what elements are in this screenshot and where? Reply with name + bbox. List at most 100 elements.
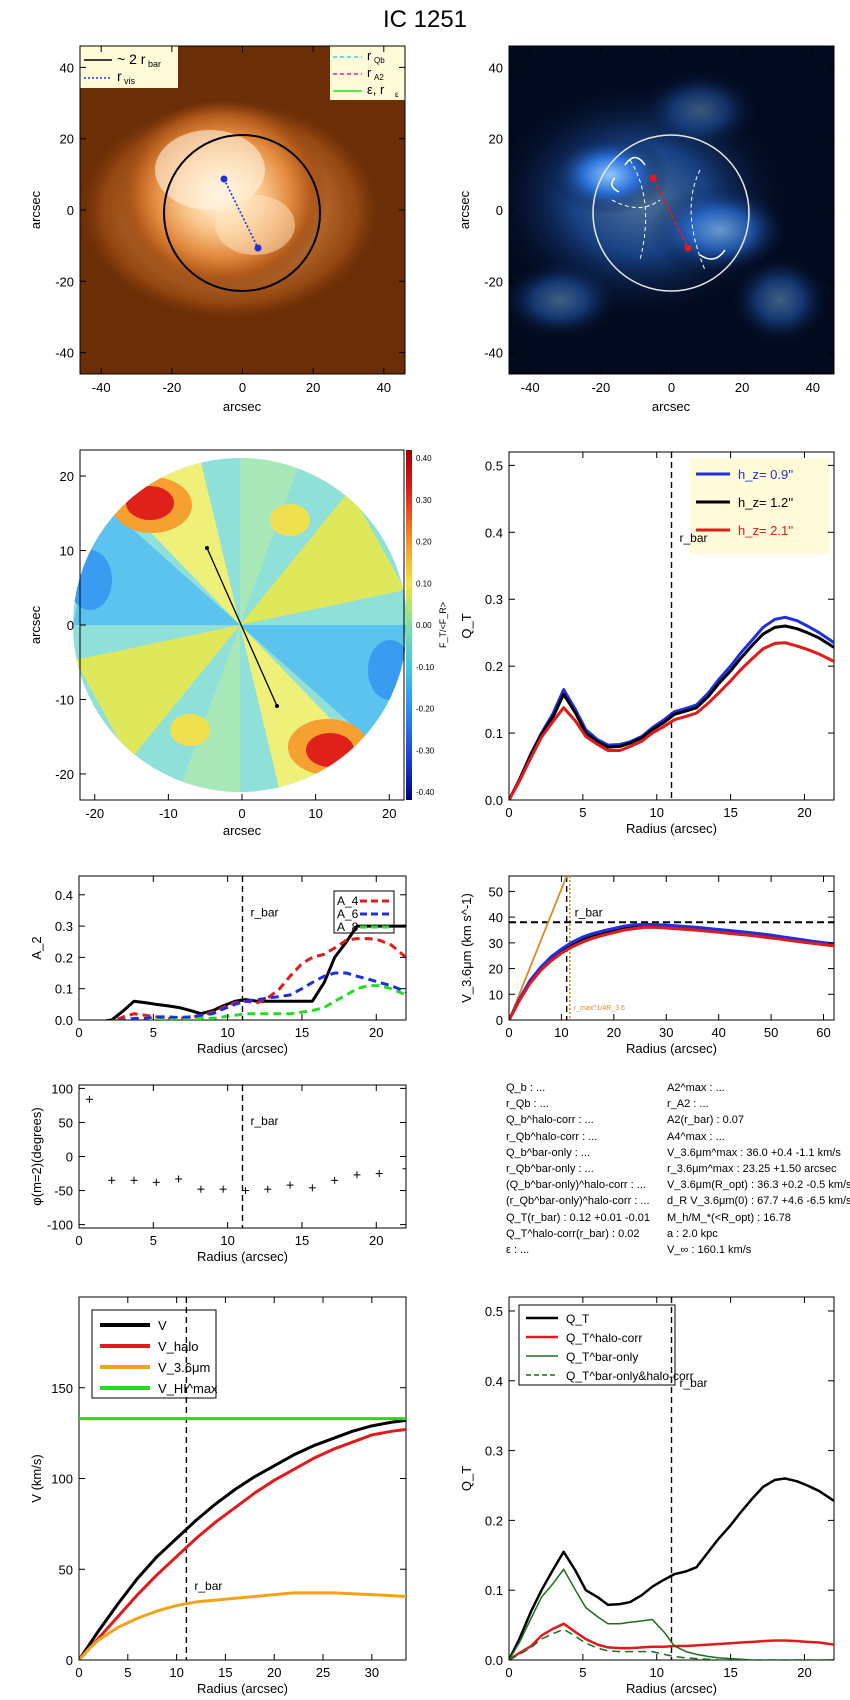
y-tick-label: -100 <box>47 1218 73 1233</box>
series-line <box>112 971 406 1020</box>
bar-radius-circle <box>163 134 321 292</box>
series-line <box>509 1628 834 1660</box>
x-tick-label: -20 <box>85 806 104 821</box>
x-tick-label: 0 <box>668 380 675 395</box>
x-tick-label: 20 <box>797 805 811 820</box>
series-line <box>79 1591 406 1660</box>
legend-label: Q_T^halo-corr <box>566 1331 642 1345</box>
x-tick-label: 5 <box>579 1665 586 1680</box>
x-tick-label: 30 <box>365 1665 379 1680</box>
x-tick-label: 10 <box>554 1025 568 1040</box>
plot-area <box>85 1085 406 1228</box>
y-tick-label: 100 <box>51 1472 73 1487</box>
plot-area <box>509 1297 834 1660</box>
x-tick-label: 30 <box>659 1025 673 1040</box>
x-tick-label: 20 <box>369 1233 383 1248</box>
x-tick-label: 5 <box>124 1665 131 1680</box>
x-tick-label: 10 <box>649 805 663 820</box>
param-line: A4^max : ... <box>667 1130 725 1143</box>
x-tick-label: 15 <box>723 1665 737 1680</box>
x-tick-label: -20 <box>591 380 610 395</box>
y-tick-label: 0.0 <box>485 1653 503 1668</box>
series-line <box>101 924 406 1020</box>
y-tick-label: 40 <box>489 910 503 925</box>
series-line <box>509 1568 834 1660</box>
bar-axis-line <box>652 177 689 249</box>
y-tick-label: 20 <box>60 469 74 484</box>
chart-qt-halo: 0 5 10 15 20 0.0 0.1 0.2 0.3 0.4 0.5 Radius (arcsec… <box>459 1296 835 1696</box>
x-tick-label: 20 <box>382 806 396 821</box>
x-tick-label: 20 <box>797 1665 811 1680</box>
y-tick-label: 40 <box>489 60 503 75</box>
colorbar-tick-label: -0.40 <box>416 788 435 797</box>
series-line <box>509 615 834 800</box>
chart-a2: 0 5 10 15 20 0.0 0.1 0.2 0.3 0.4 Radius (arcsec) A_… <box>29 875 407 1056</box>
force-ratio-disk <box>73 458 407 792</box>
x-tick-label: 25 <box>316 1665 330 1680</box>
chart-qt-hz: 0 5 10 15 20 0.0 0.1 0.2 0.3 0.4 0.5 Radius (arcsec… <box>459 451 835 836</box>
panel1-xlabel: arcsec <box>223 399 262 414</box>
x-axis-label: Radius (arcsec) <box>626 1681 717 1696</box>
rbar-label: r_bar <box>680 531 708 545</box>
rbar-label: r_bar <box>194 1579 222 1593</box>
param-line: (r_Qb^bar-only)^halo-corr : ... <box>506 1195 650 1208</box>
y-axis-label: Q_T <box>459 1466 474 1491</box>
param-line: Q_T^halo-corr(r_bar) : 0.02 <box>506 1227 640 1240</box>
x-tick-label: 0 <box>75 1233 82 1248</box>
y-axis-label: V_3.6μm (km s^-1) <box>459 893 474 1003</box>
x-tick-label: 20 <box>369 1025 383 1040</box>
x-tick-label: 10 <box>308 806 322 821</box>
y-tick-label: 0.4 <box>485 1374 503 1389</box>
x-tick-label: 20 <box>267 1665 281 1680</box>
x-tick-label: 20 <box>735 380 749 395</box>
series-line <box>509 1477 834 1660</box>
isophote-contours <box>611 156 726 260</box>
colorbar-tick-label: 0.00 <box>416 621 432 630</box>
x-tick-label: 5 <box>579 805 586 820</box>
y-tick-label: 0.5 <box>485 458 503 473</box>
x-tick-label: 15 <box>295 1025 309 1040</box>
legend-label: h_z= 0.9'' <box>738 467 793 482</box>
series-line <box>509 624 834 800</box>
rvis-endpoint <box>220 175 228 183</box>
param-line: V_3.6μm(R_opt) : 36.3 +0.2 -0.5 km/s <box>667 1179 850 1192</box>
parameters-left: Q_b : ... r_Qb : ... Q_b^halo-corr : ...… <box>506 1080 650 1258</box>
x-tick-label: 0 <box>505 805 512 820</box>
x-axis-label: Radius (arcsec) <box>197 1681 288 1696</box>
colorbar-label: F_T/<F_R> <box>438 602 448 648</box>
plot-area <box>79 1297 406 1660</box>
x-tick-label: -40 <box>521 380 540 395</box>
panel3-axes: -20 -20 -10 -10 0 0 10 10 20 20 0.40 0.30 0.20 0.10 0.… <box>55 454 435 821</box>
param-line: A2(r_bar) : 0.07 <box>667 1114 745 1127</box>
legend-label: h_z= 1.2'' <box>738 495 793 510</box>
y-tick-label: -20 <box>484 274 503 289</box>
y-tick-label: 20 <box>489 132 503 147</box>
rmax-label: r_max^1/4R_3.6 <box>574 1005 625 1012</box>
series-line <box>509 641 834 800</box>
legend-rvis-sub: vis <box>124 76 135 86</box>
y-tick-label: 20 <box>489 962 503 977</box>
param-line: Q_b^bar-only : ... <box>506 1146 591 1159</box>
series-line <box>509 922 834 1020</box>
y-tick-label: 100 <box>51 1081 73 1096</box>
param-line: d_R V_3.6μm(0) : 67.7 +4.6 -6.5 km/s/kpc <box>667 1195 850 1208</box>
x-tick-label: 10 <box>220 1233 234 1248</box>
x-tick-label: 20 <box>607 1025 621 1040</box>
panel3-ylabel: arcsec <box>28 605 43 644</box>
param-line: r_A2 : ... <box>667 1098 709 1111</box>
y-tick-label: 50 <box>489 884 503 899</box>
x-tick-label: 0 <box>75 1665 82 1680</box>
x-tick-label: 10 <box>220 1025 234 1040</box>
y-tick-label: -20 <box>55 767 74 782</box>
y-tick-label: 0.4 <box>485 525 503 540</box>
chart-v36: 0 10 20 30 40 50 60 0 10 20 30 40 50 Radius (arcsec) V… <box>459 875 835 1056</box>
legend-label: V_halo <box>158 1339 198 1354</box>
legend-label: Q_T^bar-only <box>566 1350 638 1364</box>
y-tick-label: 0.2 <box>485 1513 503 1528</box>
rbar-label: r_bar <box>251 905 279 919</box>
param-line: r_Qb^halo-corr : ... <box>506 1130 598 1143</box>
x-tick-label: 60 <box>816 1025 830 1040</box>
legend-label: V <box>158 1318 167 1333</box>
y-tick-label: 0.0 <box>485 793 503 808</box>
y-tick-label: 10 <box>489 987 503 1002</box>
